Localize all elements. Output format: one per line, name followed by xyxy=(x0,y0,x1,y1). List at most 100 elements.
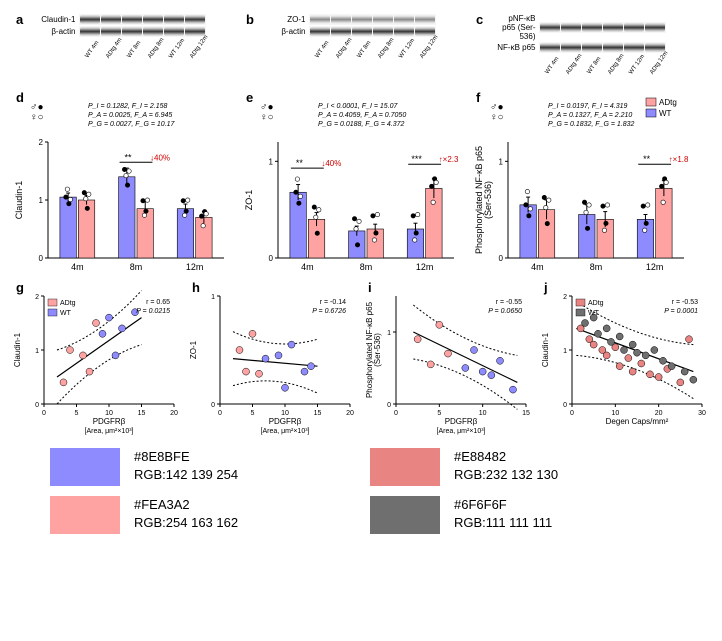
band xyxy=(143,15,163,24)
scatter-point xyxy=(595,330,602,337)
lane-labels: WT 4mADtg 4mWT 8mADtg 8mWT 12mADtg 12m xyxy=(80,40,205,54)
band xyxy=(80,27,100,36)
bar-row: d 0 1 2 4m 8m 12mClaudin-1P_I = 0.1282, … xyxy=(10,88,712,278)
svg-text:0: 0 xyxy=(570,410,574,417)
scatter-point xyxy=(243,368,250,375)
svg-text:↓40%: ↓40% xyxy=(150,153,170,162)
svg-text:WT: WT xyxy=(60,310,72,317)
data-point xyxy=(315,231,319,235)
lane-label: WT 8m xyxy=(356,40,372,60)
blot-protein-label: Claudin-1 xyxy=(35,15,79,24)
band-strip xyxy=(79,26,206,37)
palette-hex: #FEA3A2 xyxy=(134,496,238,514)
band xyxy=(603,43,623,52)
panel-label: d xyxy=(16,90,24,105)
lane-label: WT 8m xyxy=(586,56,602,76)
legend-swatch xyxy=(646,109,656,117)
panel-label: a xyxy=(16,12,23,27)
data-point xyxy=(375,212,379,216)
svg-text:5: 5 xyxy=(437,410,441,417)
lane-label: WT 4m xyxy=(84,40,100,60)
svg-text:(Ser-536): (Ser-536) xyxy=(483,181,493,219)
scatter-point xyxy=(288,341,295,348)
stat-text: P_A = 0.1327, F_A = 2.210 xyxy=(548,112,632,119)
data-point xyxy=(357,219,361,223)
scatter-plot: 0510152001ZO-1PDGFRβ[Area, μm²×10³]r = -… xyxy=(186,278,356,438)
data-point xyxy=(413,238,417,242)
data-point xyxy=(374,231,378,235)
gender-icon: ♀○ xyxy=(30,112,44,123)
data-point xyxy=(641,204,645,208)
scatter-point xyxy=(249,330,256,337)
palette-rgb: RGB:111 111 111 xyxy=(454,514,552,532)
band xyxy=(624,43,644,52)
svg-text:r = -0.14: r = -0.14 xyxy=(320,299,346,306)
band-strip xyxy=(79,14,206,25)
svg-text:Claudin-1: Claudin-1 xyxy=(13,332,22,367)
panel-f: f 0 1 4m 8m 12mPhosphorylated NF-κB p65(… xyxy=(470,88,690,278)
palette-hex: #8E8BFE xyxy=(134,448,238,466)
data-point xyxy=(659,184,663,188)
stat-text: P_I = 0.1282, F_I = 2.158 xyxy=(88,103,167,110)
data-point xyxy=(298,194,302,198)
svg-text:8m: 8m xyxy=(130,262,143,272)
scatter-point xyxy=(590,341,597,348)
lane-label: ADtg 8m xyxy=(377,40,393,60)
lane-labels: WT 4mADtg 4mWT 8mADtg 8mWT 12mADtg 12m xyxy=(540,56,665,70)
data-point xyxy=(295,177,299,181)
ci-line xyxy=(233,332,318,344)
data-point xyxy=(431,200,435,204)
scatter-point xyxy=(629,368,636,375)
svg-text:↑×2.3: ↑×2.3 xyxy=(439,155,459,164)
bar-chart: 0 1 2 4m 8m 12mClaudin-1P_I = 0.1282, F_… xyxy=(10,92,230,282)
svg-text:[Area, μm²×10³]: [Area, μm²×10³] xyxy=(261,428,310,435)
scatter-point xyxy=(621,347,628,354)
data-point xyxy=(183,213,187,217)
svg-text:[Area, μm²×10³]: [Area, μm²×10³] xyxy=(85,428,134,435)
lane-label: WT 8m xyxy=(126,40,142,60)
data-point xyxy=(644,221,648,225)
palette-rgb: RGB:254 163 162 xyxy=(134,514,238,532)
data-point xyxy=(664,180,668,184)
scatter-point xyxy=(80,352,87,359)
data-point xyxy=(601,204,605,208)
svg-text:20: 20 xyxy=(346,410,354,417)
band xyxy=(80,15,100,24)
svg-text:8m: 8m xyxy=(360,262,373,272)
scatter-point xyxy=(236,347,243,354)
band xyxy=(331,27,351,36)
data-point xyxy=(186,198,190,202)
svg-text:1: 1 xyxy=(269,157,274,166)
data-point xyxy=(67,201,71,205)
data-point xyxy=(646,203,650,207)
panel-b: b ZO-1 β-actin WT 4mADtg 4mWT 8mADtg 8mW… xyxy=(240,10,460,88)
data-point xyxy=(68,197,72,201)
scatter-point xyxy=(471,347,478,354)
svg-text:0: 0 xyxy=(39,254,44,263)
band-strip xyxy=(309,26,436,37)
scatter-point xyxy=(655,374,662,381)
data-point xyxy=(661,200,665,204)
svg-text:0: 0 xyxy=(211,402,215,409)
scatter-point xyxy=(106,314,113,321)
palette-item: #E88482 RGB:232 132 130 xyxy=(370,448,630,486)
data-point xyxy=(201,224,205,228)
data-point xyxy=(414,231,418,235)
scatter-point xyxy=(634,349,641,356)
palette-rgb: RGB:142 139 254 xyxy=(134,466,238,484)
lane-label: WT 4m xyxy=(544,56,560,76)
lane-label: ADtg 8m xyxy=(607,56,623,76)
data-point xyxy=(294,190,298,194)
palette-swatch xyxy=(370,496,440,534)
svg-text:10: 10 xyxy=(479,410,487,417)
data-point xyxy=(582,200,586,204)
stat-text: P_G = 0.0027, F_G = 10.17 xyxy=(88,121,175,128)
data-point xyxy=(352,217,356,221)
svg-text:4m: 4m xyxy=(301,262,314,272)
lane-label: ADtg 12m xyxy=(419,40,435,60)
scatter-point xyxy=(436,321,443,328)
blot-strip: Claudin-1 xyxy=(35,14,206,25)
band xyxy=(394,27,414,36)
band xyxy=(582,23,602,32)
panel-e: e 0 1 4m 8m 12mZO-1P_I < 0.0001, F_I = 1… xyxy=(240,88,460,278)
